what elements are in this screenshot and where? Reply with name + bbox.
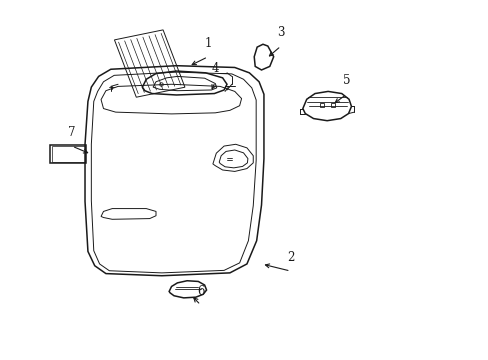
Text: 5: 5: [342, 74, 349, 87]
Text: 6: 6: [197, 285, 204, 298]
Bar: [50, 145, 86, 163]
Text: 2: 2: [286, 251, 294, 264]
Text: 3: 3: [277, 26, 284, 39]
Text: 7: 7: [68, 126, 76, 139]
Text: 1: 1: [204, 37, 211, 50]
Bar: [52, 146, 84, 162]
Text: 4: 4: [211, 62, 219, 75]
